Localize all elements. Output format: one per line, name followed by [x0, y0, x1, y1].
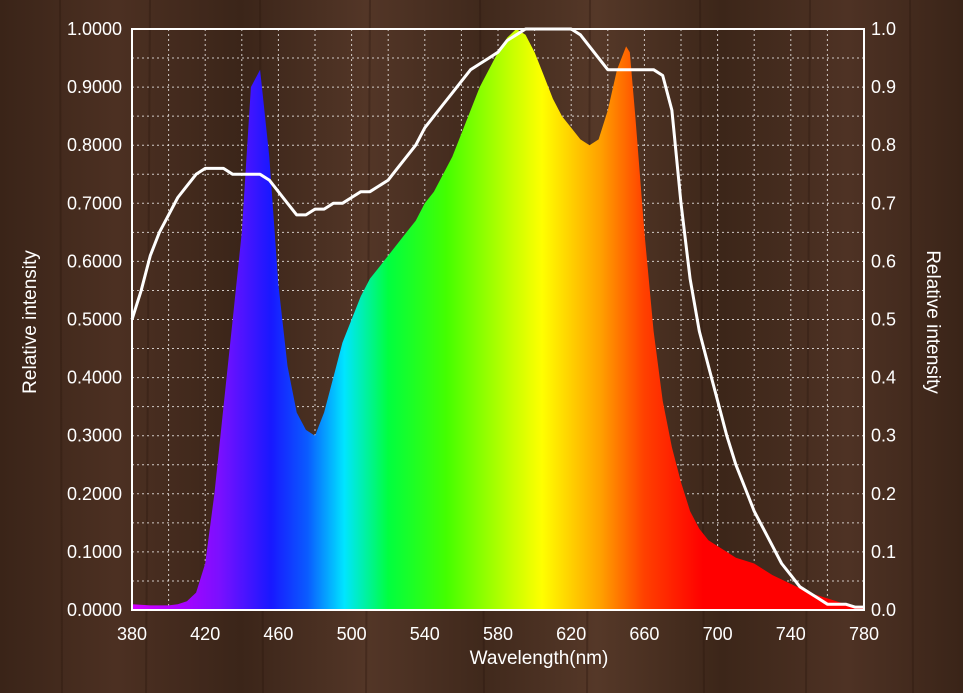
y-axis-left-label: Relative intensity: [20, 250, 41, 394]
x-tick-label: 500: [337, 624, 367, 644]
y-right-tick-label: 0.4: [871, 368, 896, 388]
x-tick-label: 780: [849, 624, 879, 644]
x-tick-label: 420: [190, 624, 220, 644]
y-right-tick-label: 0.0: [871, 600, 896, 620]
x-tick-label: 700: [703, 624, 733, 644]
y-right-tick-label: 0.5: [871, 310, 896, 330]
x-tick-label: 380: [117, 624, 147, 644]
x-axis-label: Wavelength(nm): [470, 648, 609, 669]
y-left-tick-label: 0.6000: [67, 251, 122, 271]
x-tick-label: 740: [776, 624, 806, 644]
y-left-tick-label: 0.1000: [67, 542, 122, 562]
x-tick-label: 660: [629, 624, 659, 644]
reference-curve-line: [130, 27, 864, 609]
x-tick-label: 540: [410, 624, 440, 644]
y-right-tick-label: 0.1: [871, 542, 896, 562]
y-left-tick-label: 0.4000: [67, 368, 122, 388]
y-left-tick-label: 0.9000: [67, 77, 122, 97]
y-left-tick-label: 0.2000: [67, 484, 122, 504]
y-right-tick-label: 0.6: [871, 251, 896, 271]
x-tick-label: 460: [263, 624, 293, 644]
y-left-tick-label: 0.0000: [67, 600, 122, 620]
y-left-tick-label: 0.8000: [67, 135, 122, 155]
y-left-tick-label: 0.5000: [67, 310, 122, 330]
y-right-tick-label: 0.9: [871, 77, 896, 97]
y-axis-left-ticks: 0.0000 0.1000 0.2000 0.3000 0.4000 0.5000 0.60…: [67, 19, 122, 620]
y-right-tick-label: 0.8: [871, 135, 896, 155]
y-right-tick-label: 0.7: [871, 193, 896, 213]
x-tick-label: 580: [483, 624, 513, 644]
y-right-tick-label: 0.3: [871, 426, 896, 446]
y-axis-right-ticks: 0.0 0.1 0.2 0.3 0.4 0.5 0.6 0.7 0.8 0.9 1.0: [871, 19, 896, 620]
y-right-tick-label: 0.2: [871, 484, 896, 504]
y-left-tick-label: 0.7000: [67, 193, 122, 213]
x-tick-label: 620: [556, 624, 586, 644]
y-axis-right-label: Relative intensity: [922, 250, 943, 394]
y-left-tick-label: 1.0000: [67, 19, 122, 39]
y-right-tick-label: 1.0: [871, 19, 896, 39]
spectrum-area: [132, 29, 864, 610]
plot-frame: [131, 28, 865, 611]
y-left-tick-label: 0.3000: [67, 426, 122, 446]
x-axis-ticks: 380 420 460 500 540 580 620 660 700 740 780: [117, 624, 879, 644]
